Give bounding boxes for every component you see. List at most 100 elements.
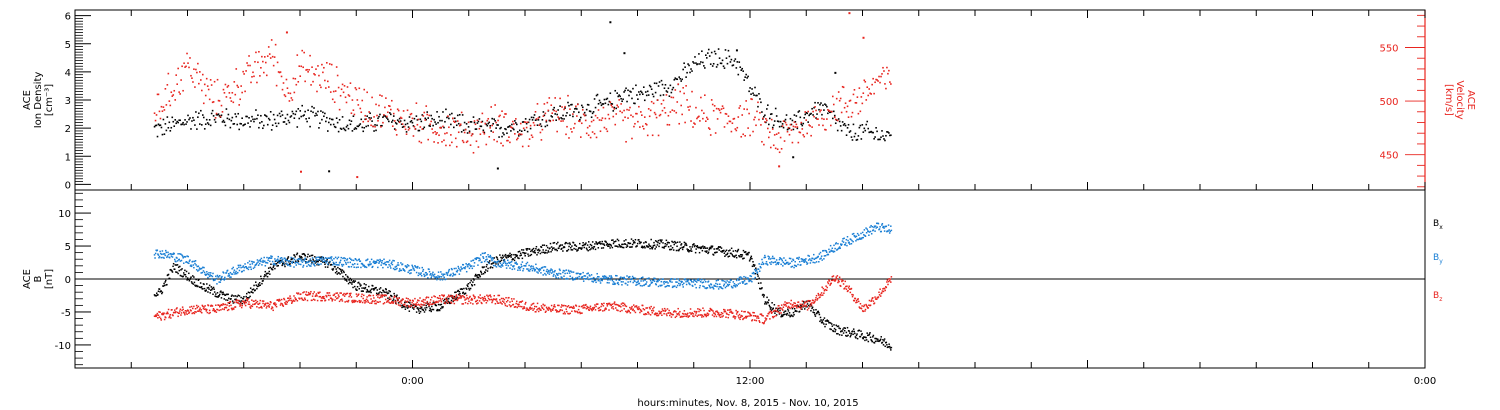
density-point — [321, 118, 323, 121]
density-point — [703, 65, 705, 67]
bz-point — [384, 298, 387, 301]
velocity-point — [452, 117, 454, 120]
by-point — [550, 272, 553, 274]
bz-point — [285, 300, 287, 303]
density-point — [198, 112, 200, 115]
bz-point — [519, 305, 521, 308]
bx-point — [649, 245, 652, 248]
bx-point — [543, 251, 545, 254]
bx-point — [694, 251, 697, 254]
bx-point — [446, 298, 448, 300]
bz-point — [237, 302, 240, 304]
by-point — [317, 259, 319, 261]
bz-point — [424, 299, 426, 301]
bz-point — [370, 302, 373, 304]
by-point — [769, 261, 771, 264]
bz-point — [466, 297, 468, 299]
by-point — [554, 275, 557, 277]
by-point — [736, 284, 738, 287]
density-axis-title-line: [cm⁻³] — [44, 84, 55, 116]
density-point — [222, 119, 225, 122]
velocity-point — [240, 85, 242, 87]
density-point — [668, 95, 671, 97]
by-point — [208, 275, 211, 278]
bx-point — [567, 242, 569, 245]
density-point — [740, 69, 743, 72]
bz-point — [401, 299, 403, 302]
density-point — [887, 131, 889, 133]
bz-point — [235, 301, 238, 303]
bz-point — [226, 304, 228, 306]
bx-point — [441, 306, 444, 309]
density-point — [790, 123, 793, 126]
bx-point — [832, 330, 835, 333]
velocity-point — [439, 126, 441, 129]
velocity-point — [175, 74, 178, 76]
by-point — [446, 274, 449, 276]
by-point — [274, 264, 277, 266]
bz-point — [429, 301, 431, 304]
bx-point — [350, 281, 352, 284]
velocity-point — [323, 66, 325, 69]
velocity-point — [499, 114, 501, 117]
density-point — [400, 123, 403, 126]
bx-point — [389, 290, 391, 293]
bz-point — [179, 308, 182, 311]
bz-point — [446, 299, 448, 301]
velocity-point — [864, 80, 867, 83]
density-point — [465, 123, 468, 125]
by-point — [360, 266, 362, 269]
velocity-point — [383, 114, 385, 116]
bx-point — [836, 332, 838, 335]
by-point — [863, 229, 866, 231]
density-point — [378, 115, 380, 118]
bz-point — [340, 292, 342, 294]
density-point — [616, 92, 619, 94]
by-point — [802, 258, 804, 261]
by-point — [593, 276, 595, 279]
by-point — [247, 262, 249, 264]
bx-point — [234, 295, 237, 297]
velocity-point — [637, 120, 639, 123]
bz-point — [228, 308, 230, 311]
bz-point — [246, 299, 249, 302]
bz-point — [553, 305, 555, 308]
density-point — [188, 118, 190, 121]
bz-point — [447, 301, 449, 304]
density-point — [695, 62, 697, 64]
by-point — [740, 278, 742, 280]
bz-point — [510, 305, 512, 307]
by-point — [640, 280, 642, 282]
density-point — [554, 113, 556, 115]
density-point — [639, 93, 641, 96]
by-point — [563, 275, 565, 277]
velocity-point — [560, 120, 562, 122]
velocity-point — [629, 106, 631, 109]
by-point — [657, 285, 660, 288]
by-point — [190, 264, 192, 266]
density-point — [886, 131, 888, 133]
by-point — [612, 283, 614, 285]
velocity-point — [763, 143, 765, 146]
bz-point — [381, 294, 383, 296]
by-point — [423, 275, 426, 278]
bx-point — [822, 319, 825, 321]
bx-point — [710, 247, 712, 250]
by-point — [208, 272, 210, 274]
density-point — [633, 102, 635, 105]
bz-point — [383, 294, 385, 296]
density-point — [700, 61, 702, 63]
velocity-point — [619, 110, 621, 113]
density-point — [221, 121, 224, 123]
bx-point — [782, 313, 785, 316]
velocity-point — [482, 131, 485, 133]
bx-point — [761, 287, 763, 289]
velocity-point — [794, 126, 797, 128]
bx-point — [534, 252, 537, 254]
density-point — [585, 108, 588, 111]
by-point — [670, 278, 672, 281]
bz-point — [420, 300, 423, 302]
bx-point — [867, 334, 869, 337]
velocity-point — [811, 126, 813, 128]
density-point — [270, 129, 273, 131]
